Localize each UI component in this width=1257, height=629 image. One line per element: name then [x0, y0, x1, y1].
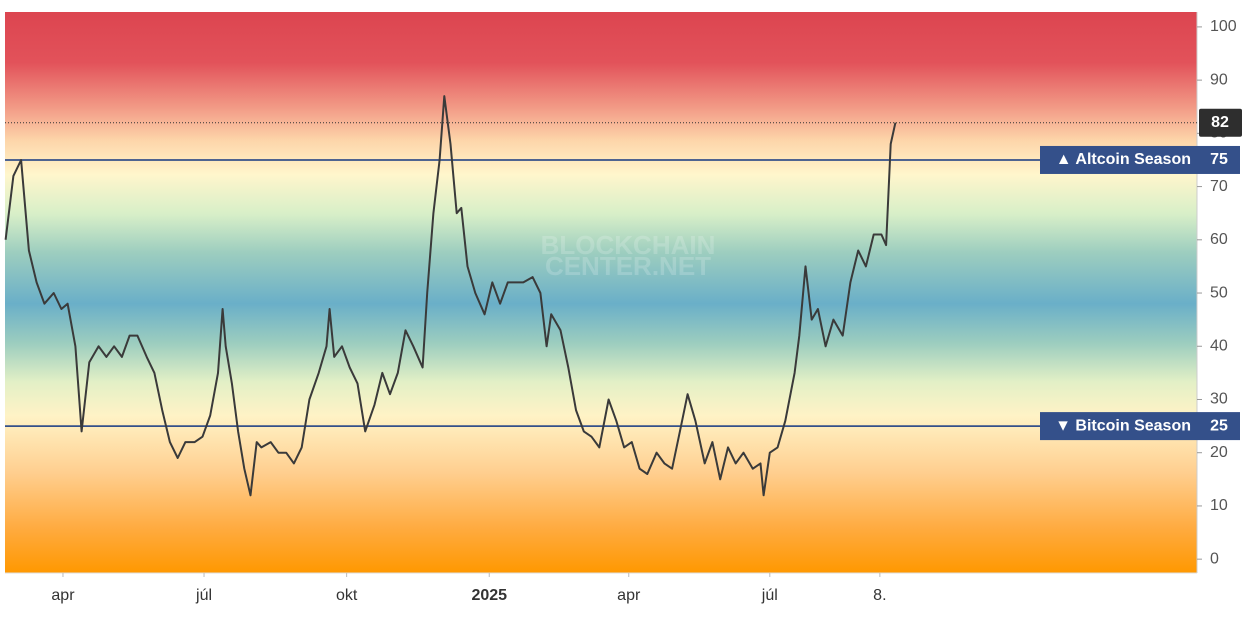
last-value-label: 82 — [1211, 114, 1229, 131]
threshold-badge — [1040, 145, 1240, 174]
x-tick-label: júl — [195, 587, 212, 604]
threshold-badge — [1040, 412, 1240, 441]
y-tick-label: 10 — [1210, 497, 1228, 514]
y-tick-label: 0 — [1210, 550, 1219, 567]
y-tick-label: 40 — [1210, 337, 1228, 354]
y-tick-label: 50 — [1210, 284, 1228, 301]
last-value-badge — [1199, 108, 1242, 137]
x-tick-label: apr — [51, 587, 75, 604]
series-line — [4, 95, 897, 497]
x-tick-label: okt — [336, 587, 358, 604]
threshold-label: ▲ Altcoin Season — [1056, 151, 1191, 168]
threshold-value: 25 — [1210, 417, 1228, 434]
watermark: CENTER.NET — [545, 251, 711, 281]
y-tick-label: 70 — [1210, 178, 1228, 195]
watermark: BLOCKCHAIN — [541, 230, 716, 260]
y-tick-label: 60 — [1210, 231, 1228, 248]
y-tick-label: 30 — [1210, 391, 1228, 408]
x-tick-label: apr — [617, 587, 641, 604]
y-tick-label: 100 — [1210, 18, 1237, 35]
threshold-label: ▼ Bitcoin Season — [1055, 417, 1191, 434]
x-tick-label: 2025 — [471, 587, 507, 604]
threshold-value: 75 — [1210, 151, 1228, 168]
x-tick-label: júl — [761, 587, 778, 604]
plot-background — [5, 12, 1197, 573]
x-tick-label: 8. — [873, 587, 886, 604]
y-tick-label: 20 — [1210, 444, 1228, 461]
y-tick-label: 90 — [1210, 71, 1228, 88]
